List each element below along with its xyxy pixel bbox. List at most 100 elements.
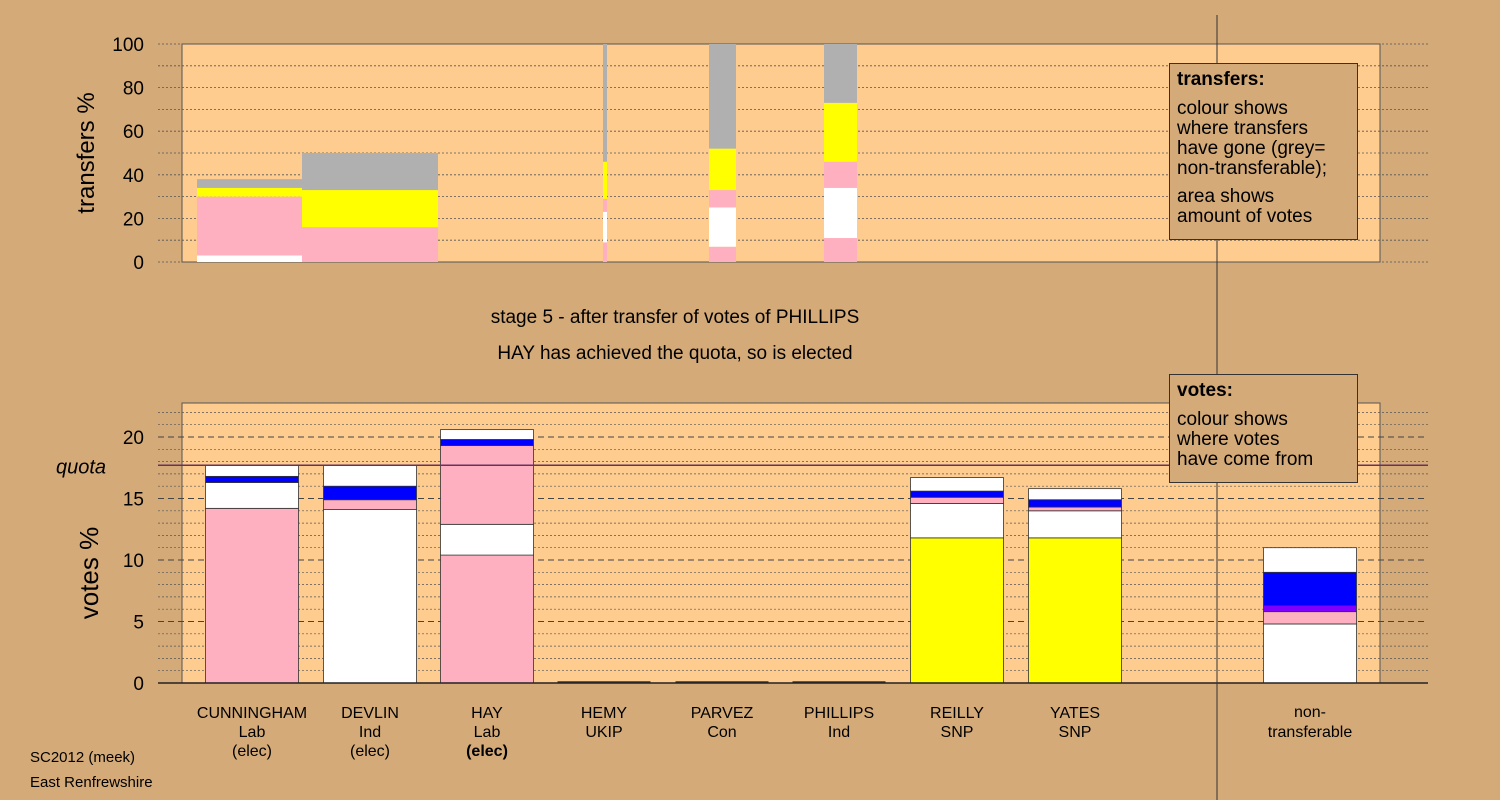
vote-segment-white xyxy=(205,482,299,509)
transfer-segment-pink xyxy=(824,238,857,262)
transfer-segment-white xyxy=(824,187,857,239)
vote-segment-white xyxy=(910,477,1004,492)
vote-bar xyxy=(323,464,417,684)
votes-ylabel: votes % xyxy=(74,527,104,620)
candidate-name: PARVEZ xyxy=(691,705,754,722)
vote-segment-white xyxy=(323,464,417,487)
vote-segment-white xyxy=(1028,510,1122,539)
transfers-legend-line: area shows xyxy=(1177,186,1275,207)
transfers-ytick: 60 xyxy=(123,122,144,143)
transfer-segment-pink xyxy=(302,227,438,262)
transfer-segment-yellow xyxy=(709,148,736,191)
votes-legend: votes: colour shows where votes have com… xyxy=(1169,374,1358,483)
vote-segment-blue xyxy=(205,475,299,483)
transfer-segment-grey xyxy=(302,153,438,191)
nontransferable-label: non- xyxy=(1294,704,1326,721)
transfer-segment-white xyxy=(603,211,607,243)
transfer-segment-pink xyxy=(709,190,736,208)
candidate-party: Ind xyxy=(359,724,381,741)
votes-legend-line: where votes xyxy=(1177,429,1280,450)
vote-bar xyxy=(440,429,534,684)
transfers-legend-title: transfers: xyxy=(1177,69,1265,90)
vote-segment-pink xyxy=(440,445,534,525)
vote-segment-white xyxy=(440,429,534,440)
footer-method: SC2012 (meek) xyxy=(30,749,136,766)
transfer-segment-white xyxy=(709,207,736,247)
transfers-ytick: 0 xyxy=(133,253,144,274)
votes-ytick: 5 xyxy=(133,613,144,634)
vote-segment-blue xyxy=(323,485,417,501)
transfers-ytick: 100 xyxy=(112,35,144,56)
candidate-party: Con xyxy=(707,724,736,741)
vote-segment-pink xyxy=(910,496,1004,504)
transfers-ytick: 20 xyxy=(123,209,144,230)
vote-bar xyxy=(910,477,1004,684)
vote-bar xyxy=(1263,547,1357,684)
votes-legend-line: have come from xyxy=(1177,449,1314,470)
stage-subtitle: HAY has achieved the quota, so is electe… xyxy=(497,343,853,364)
transfers-legend-line: have gone (grey= xyxy=(1177,138,1326,159)
vote-segment-pink xyxy=(1263,611,1357,625)
vote-segment-pink xyxy=(323,499,417,510)
vote-segment-blue xyxy=(910,490,1004,498)
vote-segment-purple xyxy=(1263,605,1357,613)
candidate-name: PHILLIPS xyxy=(804,705,874,722)
transfer-segment-grey xyxy=(709,44,736,149)
vote-bar xyxy=(1028,488,1122,684)
candidate-party: UKIP xyxy=(585,724,622,741)
stage-title: stage 5 - after transfer of votes of PHI… xyxy=(490,307,860,328)
candidate-party: Lab xyxy=(239,724,266,741)
transfers-legend-line: colour shows xyxy=(1177,98,1288,119)
transfer-segment-yellow xyxy=(824,102,857,162)
transfers-legend-line: amount of votes xyxy=(1177,206,1313,227)
candidate-party: Ind xyxy=(828,724,850,741)
candidate-party: SNP xyxy=(941,724,974,741)
vote-segment-blue xyxy=(440,439,534,447)
vote-segment-yellow xyxy=(910,537,1004,684)
transfer-segment-pink xyxy=(603,242,607,262)
transfer-segment-white xyxy=(197,255,308,262)
vote-segment-blue xyxy=(1028,499,1122,508)
candidate-party: Lab xyxy=(474,724,501,741)
vote-bar xyxy=(205,464,299,684)
transfer-bar xyxy=(302,153,438,262)
transfer-bar xyxy=(197,179,308,262)
candidate-status: (elec) xyxy=(466,743,508,760)
votes-ytick: 10 xyxy=(123,551,144,572)
transfer-segment-grey xyxy=(824,44,857,103)
candidate-name: HEMY xyxy=(581,705,628,722)
vote-segment-white xyxy=(440,523,534,556)
transfer-segment-grey xyxy=(603,44,607,162)
vote-segment-white xyxy=(323,509,417,684)
footer-area: East Renfrewshire xyxy=(30,774,153,791)
candidate-name: DEVLIN xyxy=(341,705,399,722)
transfer-segment-pink xyxy=(603,198,607,212)
candidate-name: CUNNINGHAM xyxy=(197,705,307,722)
transfer-segment-pink xyxy=(197,196,308,256)
vote-segment-white xyxy=(910,503,1004,539)
transfers-ytick: 80 xyxy=(123,79,144,100)
transfer-segment-pink xyxy=(824,161,857,188)
transfer-segment-grey xyxy=(197,179,308,188)
transfer-segment-yellow xyxy=(197,187,308,197)
votes-legend-title: votes: xyxy=(1177,380,1233,401)
transfer-bar xyxy=(709,44,736,262)
vote-segment-white xyxy=(1263,623,1357,684)
vote-segment-pink xyxy=(1028,506,1122,512)
nontransferable-label: transferable xyxy=(1268,724,1353,741)
candidate-status: (elec) xyxy=(232,743,272,760)
votes-legend-line: colour shows xyxy=(1177,409,1288,430)
vote-segment-white xyxy=(1263,547,1357,573)
transfer-segment-yellow xyxy=(302,190,438,228)
votes-ytick: 15 xyxy=(123,490,144,511)
transfer-segment-yellow xyxy=(603,161,607,199)
candidate-status: (elec) xyxy=(350,743,390,760)
transfers-legend-line: non-transferable); xyxy=(1177,158,1327,179)
votes-chart: CUNNINGHAM Lab (elec) DEVLIN Ind (elec) HAY Lab… xyxy=(56,402,1428,760)
candidate-name: REILLY xyxy=(930,705,984,722)
transfers-legend-line: where transfers xyxy=(1177,118,1308,139)
vote-segment-pink xyxy=(440,554,534,684)
transfer-bar xyxy=(824,44,857,262)
vote-segment-yellow xyxy=(1028,537,1122,684)
candidate-party: SNP xyxy=(1059,724,1092,741)
